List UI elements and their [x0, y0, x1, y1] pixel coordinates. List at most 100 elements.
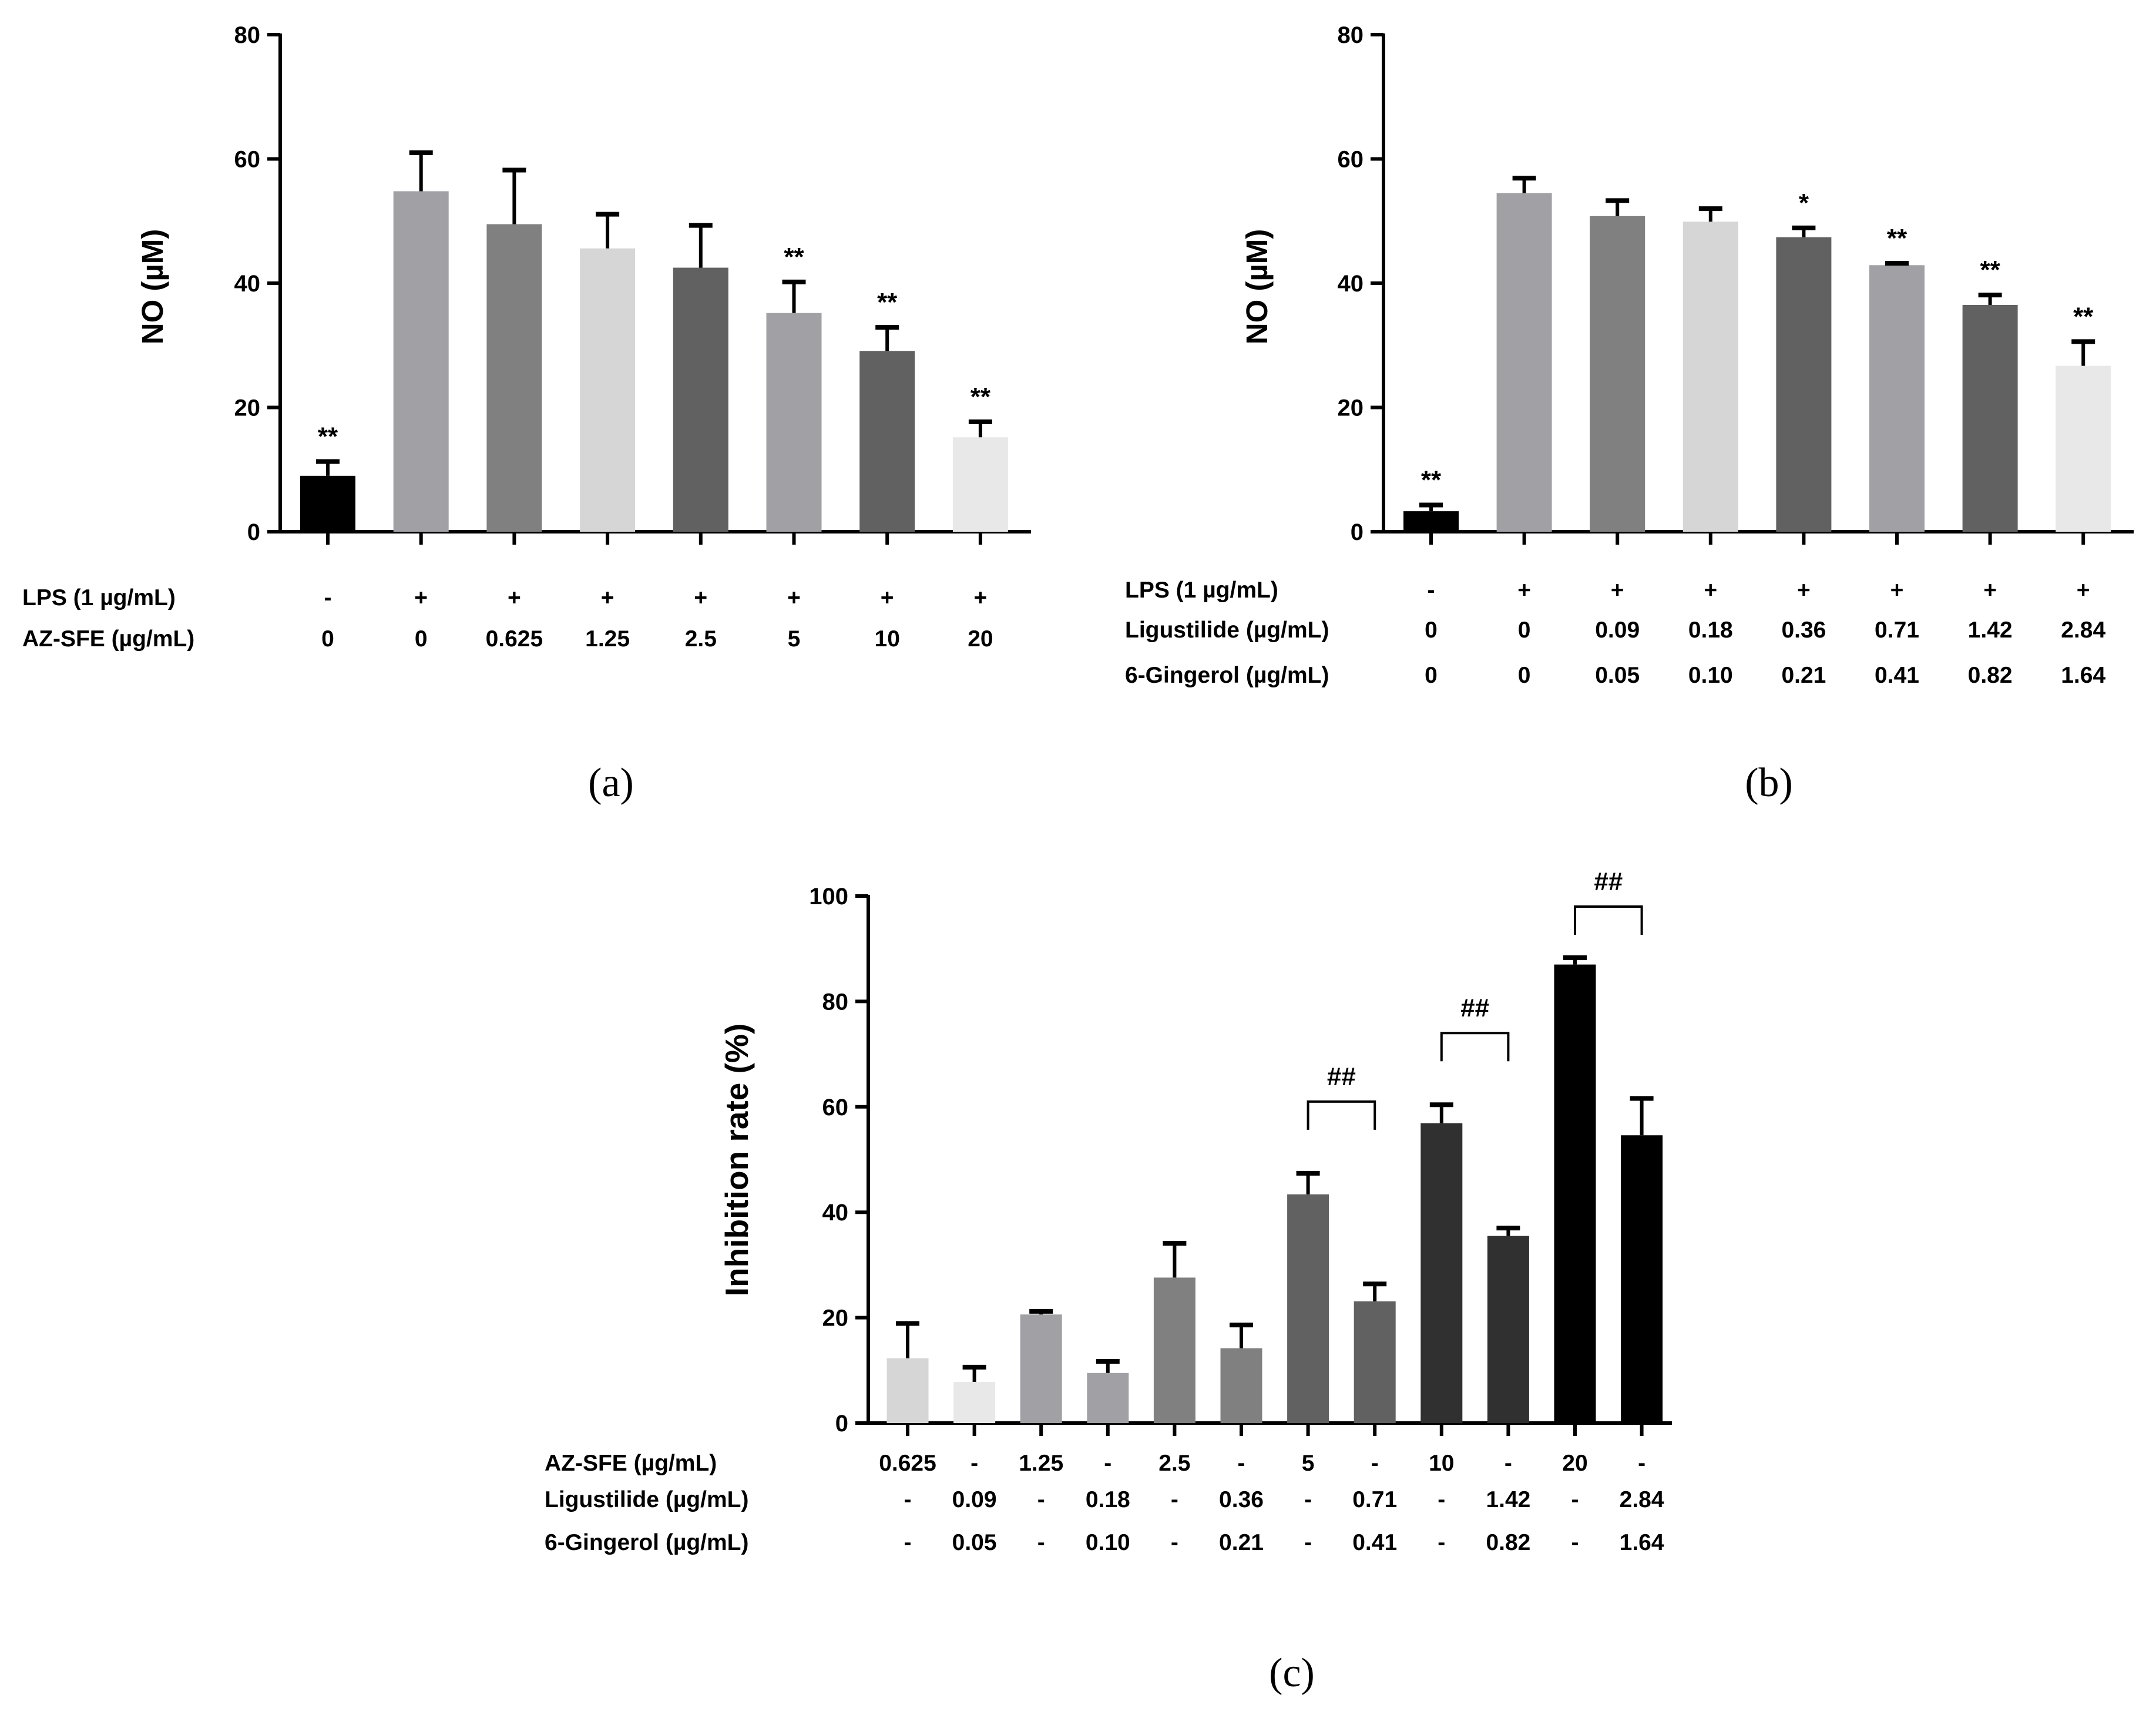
bar [859, 351, 915, 532]
y-axis-title: Inhibition rate (%) [718, 1024, 755, 1296]
treatment-cell: + [1797, 578, 1811, 603]
bar [486, 224, 542, 532]
treatment-cell: 0 [1425, 618, 1438, 643]
bar [1962, 305, 2018, 532]
chart-panel-a: 0 20 40 60 80 NO (µM) ** ** ** ** LPS (1 µg/mL) - + +… [22, 22, 1031, 806]
treatment-cell: - [1037, 1530, 1045, 1555]
y-axis-title: NO (µM) [136, 229, 169, 345]
bar [766, 313, 822, 532]
treatment-row-label: 6-Gingerol (µg/mL) [545, 1530, 748, 1555]
treatment-row-label: AZ-SFE (µg/mL) [545, 1451, 717, 1476]
treatment-cell: 0.41 [1352, 1530, 1397, 1555]
significance-marker: ** [877, 288, 898, 317]
treatment-cell: 10 [1429, 1451, 1454, 1476]
treatment-cell: 0 [415, 626, 428, 652]
treatment-cell: 20 [1562, 1451, 1587, 1476]
treatment-cell: - [1371, 1451, 1379, 1476]
treatment-row-label: LPS (1 µg/mL) [22, 585, 176, 610]
treatment-cell: - [904, 1487, 912, 1512]
comparison-label: ## [1327, 1062, 1356, 1091]
treatment-cell: 2.84 [2061, 618, 2105, 643]
y-tick-label: 60 [1338, 147, 1364, 173]
y-tick-label: 80 [1338, 22, 1364, 48]
y-tick-label: 80 [822, 989, 849, 1015]
treatment-cell: - [1438, 1530, 1445, 1555]
significance-marker: ** [318, 422, 338, 451]
treatment-cell: 2.5 [685, 626, 717, 652]
comparison-label: ## [1460, 994, 1489, 1022]
bar [300, 475, 355, 532]
treatment-cell: 2.84 [1620, 1487, 1664, 1512]
treatment-cell: - [1304, 1530, 1312, 1555]
bar [952, 437, 1008, 532]
panel-label: (a) [588, 760, 634, 806]
panel-label: (c) [1269, 1650, 1315, 1696]
chart-panel-c: 0 20 40 60 80 100 Inhibition rate (%) ## ## ## AZ-… [545, 867, 1672, 1696]
treatment-cell: - [1171, 1530, 1178, 1555]
treatment-cell: - [1171, 1487, 1178, 1512]
treatment-cell: - [1037, 1487, 1045, 1512]
treatment-cell: + [974, 585, 988, 610]
treatment-cell: - [1505, 1451, 1512, 1476]
bar [953, 1382, 996, 1423]
treatment-cell: 0.21 [1781, 663, 1826, 688]
treatment-cell: + [508, 585, 521, 610]
y-tick-label: 20 [1338, 395, 1364, 421]
bar [1487, 1236, 1529, 1423]
y-tick-label: 80 [234, 22, 261, 48]
treatment-cell: 0.625 [486, 626, 543, 652]
treatment-cell: 2.5 [1158, 1451, 1190, 1476]
treatment-cell: + [1517, 578, 1531, 603]
significance-marker: ** [970, 382, 991, 411]
treatment-row-label: LPS (1 µg/mL) [1125, 578, 1278, 603]
y-tick-label: 60 [234, 147, 261, 173]
treatment-cell: 0.71 [1875, 618, 1919, 643]
treatment-cell: 0.82 [1968, 663, 2013, 688]
bar [673, 267, 728, 532]
bar [1354, 1301, 1396, 1423]
treatment-cell: 1.25 [1019, 1451, 1063, 1476]
bar [1153, 1277, 1195, 1423]
y-tick-label: 40 [234, 271, 261, 297]
treatment-cell: + [1983, 578, 1997, 603]
significance-marker: ** [1887, 224, 1908, 253]
treatment-cell: - [1238, 1451, 1245, 1476]
treatment-cell: 0.36 [1781, 618, 1826, 643]
bar [1020, 1314, 1062, 1423]
bar [1403, 511, 1459, 532]
treatment-cell: 10 [875, 626, 900, 652]
treatment-cell: + [694, 585, 707, 610]
treatment-cell: 0.18 [1688, 618, 1733, 643]
bar [1621, 1135, 1663, 1423]
bar [1554, 964, 1596, 1423]
treatment-cell: - [1571, 1530, 1579, 1555]
comparison-bracket [1440, 1032, 1510, 1062]
bar [886, 1358, 929, 1423]
treatment-cell: 5 [1302, 1451, 1315, 1476]
treatment-cell: 1.25 [585, 626, 630, 652]
bar [580, 248, 636, 532]
treatment-cell: + [2077, 578, 2090, 603]
bar [2056, 365, 2111, 532]
treatment-cell: + [1704, 578, 1717, 603]
treatment-cell: 0.09 [952, 1487, 997, 1512]
treatment-cell: 0.05 [952, 1530, 997, 1555]
treatment-cell: 1.42 [1486, 1487, 1530, 1512]
significance-marker: ** [1980, 256, 2000, 284]
y-tick-label: 40 [822, 1200, 849, 1226]
comparison-label: ## [1594, 867, 1623, 896]
bar [393, 191, 449, 532]
significance-marker: ** [784, 243, 804, 271]
y-tick-label: 60 [822, 1095, 849, 1120]
y-tick-label: 100 [809, 884, 848, 910]
comparison-bracket [1574, 905, 1643, 935]
treatment-cell: 5 [788, 626, 801, 652]
treatment-cell: + [1890, 578, 1904, 603]
treatment-cell: + [787, 585, 801, 610]
treatment-cell: - [1304, 1487, 1312, 1512]
bar [1496, 193, 1552, 532]
treatment-cell: 20 [968, 626, 993, 652]
bar [1683, 222, 1738, 532]
treatment-cell: + [881, 585, 894, 610]
y-tick-label: 40 [1338, 271, 1364, 297]
